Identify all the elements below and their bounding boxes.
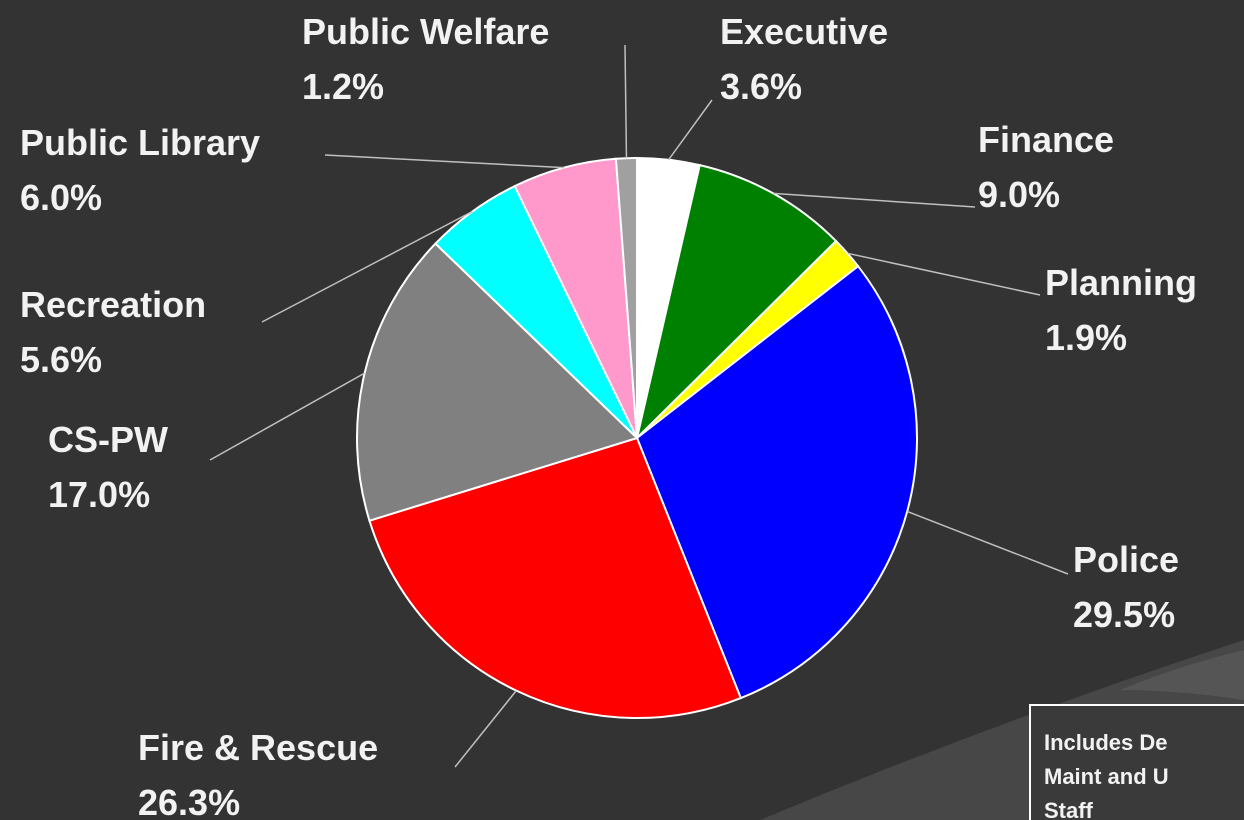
leader-line (773, 192, 976, 208)
background-swoosh (1120, 650, 1244, 700)
leader-line (667, 99, 713, 161)
slice-label: Finance (978, 119, 1114, 160)
slice-label: Public Library (20, 122, 260, 163)
annotation: Includes De (1044, 730, 1167, 755)
slice-label: Fire & Rescue (138, 727, 378, 768)
annotation: Staff (1044, 798, 1094, 820)
slice-label: Planning (1045, 262, 1197, 303)
slice-value-label: 9.0% (978, 174, 1060, 215)
slice-value-label: 3.6% (720, 66, 802, 107)
slice-label: Police (1073, 539, 1179, 580)
annotation: Maint and U (1044, 764, 1169, 789)
slice-label: Recreation (20, 284, 206, 325)
leader-line (624, 44, 628, 159)
slice-value-label: 26.3% (138, 782, 240, 820)
slice-value-label: 29.5% (1073, 594, 1175, 635)
leader-line (324, 154, 565, 169)
slice-value-label: 1.2% (302, 66, 384, 107)
labels: Executive 3.6% Finance 9.0% Planning 1.9% Poli… (20, 11, 1197, 820)
leader-line (454, 690, 517, 768)
annotation-box (1029, 704, 1244, 820)
slice-value-label: 17.0% (48, 474, 150, 515)
slice-label: Executive (720, 11, 888, 52)
leader-line (906, 510, 1069, 575)
leader-line (847, 252, 1041, 296)
slice-label: Public Welfare (302, 11, 549, 52)
pie-slice (635, 163, 838, 442)
slice-value-label: 1.9% (1045, 317, 1127, 358)
leader-line (261, 210, 473, 323)
pie-slice (614, 156, 638, 439)
slice-value-label: 5.6% (20, 339, 102, 380)
pie-slice (356, 242, 639, 522)
pie (356, 156, 918, 719)
slice-label: CS-PW (48, 419, 168, 460)
leader-line (209, 372, 365, 461)
slice-value-label: 6.0% (20, 177, 102, 218)
